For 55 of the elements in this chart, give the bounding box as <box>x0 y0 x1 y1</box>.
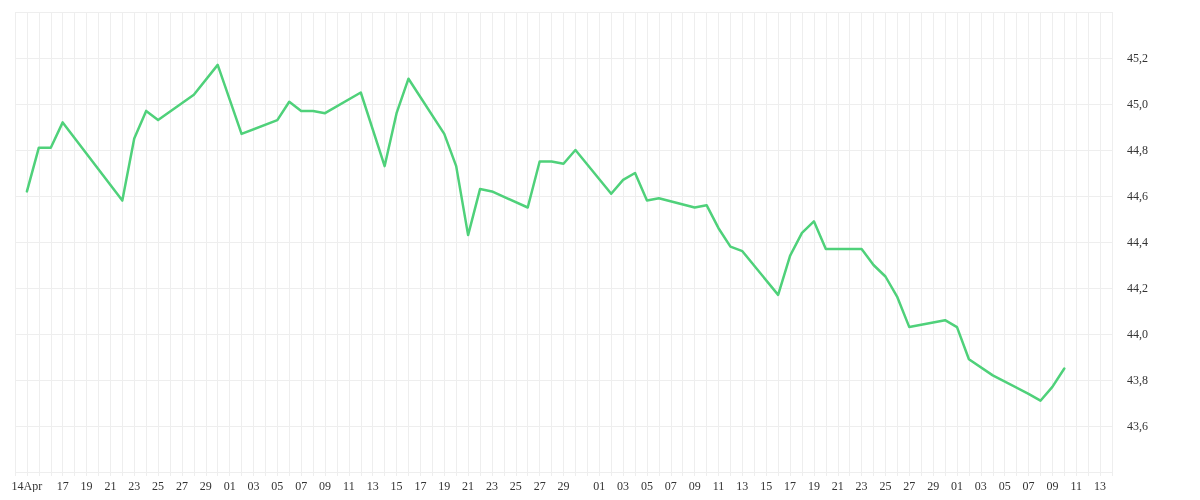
x-tick-label: 05 <box>998 479 1011 493</box>
x-tick-label: 13 <box>736 479 749 493</box>
x-tick-label: 19 <box>438 479 451 493</box>
y-tick-label: 43,6 <box>1127 419 1148 433</box>
x-tick-label: 25 <box>152 479 165 493</box>
x-tick-label: 09 <box>1046 479 1059 493</box>
y-tick-label: 44,4 <box>1127 235 1148 249</box>
x-tick-label: 25 <box>879 479 892 493</box>
x-tick-label: 03 <box>247 479 260 493</box>
x-tick-label: 29 <box>199 479 212 493</box>
x-tick-label: 23 <box>485 479 498 493</box>
x-tick-label: 17 <box>414 479 427 493</box>
x-tick-label: 07 <box>664 479 677 493</box>
x-tick-label: 27 <box>533 479 546 493</box>
x-tick-label: 01 <box>950 479 963 493</box>
x-tick-label: 25 <box>509 479 522 493</box>
x-tick-label: 13 <box>1094 479 1107 493</box>
x-tick-label: 29 <box>927 479 940 493</box>
x-tick-label: 03 <box>617 479 630 493</box>
x-tick-label: 11 <box>343 479 355 493</box>
x-tick-label: 27 <box>903 479 916 493</box>
x-tick-label: 13 <box>366 479 379 493</box>
x-tick-label: 03 <box>974 479 987 493</box>
x-tick-label: 27 <box>175 479 188 493</box>
x-tick-label: 21 <box>831 479 844 493</box>
x-tick-label: 23 <box>128 479 141 493</box>
x-tick-label: 19 <box>807 479 820 493</box>
x-tick-label: 29 <box>557 479 570 493</box>
x-tick-label: 11 <box>712 479 725 493</box>
y-tick-label: 44,8 <box>1127 143 1148 157</box>
x-tick-label: 07 <box>1022 479 1035 493</box>
x-tick-label: 14Apr <box>11 479 43 493</box>
y-tick-label: 44,2 <box>1127 281 1148 295</box>
x-tick-label: 21 <box>462 479 475 493</box>
y-tick-label: 44,6 <box>1127 189 1148 203</box>
y-tick-label: 44,0 <box>1127 327 1148 341</box>
x-tick-label: 15 <box>390 479 403 493</box>
y-tick-label: 45,2 <box>1127 51 1148 65</box>
x-tick-label: 19 <box>80 479 93 493</box>
x-tick-label: 11 <box>1070 479 1083 493</box>
x-tick-label: 01 <box>223 479 236 493</box>
line-series <box>25 63 1066 402</box>
x-tick-label: 09 <box>688 479 701 493</box>
y-tick-label: 45,0 <box>1127 97 1148 111</box>
x-tick-label: 05 <box>271 479 284 493</box>
x-tick-label: 01 <box>593 479 606 493</box>
x-tick-label: 09 <box>319 479 332 493</box>
x-tick-label: 05 <box>640 479 653 493</box>
x-tick-label: 17 <box>56 479 69 493</box>
x-tick-label: 17 <box>784 479 797 493</box>
y-tick-label: 43,8 <box>1127 373 1148 387</box>
x-tick-label: 21 <box>104 479 117 493</box>
x-tick-label: 15 <box>760 479 773 493</box>
x-tick-label: 07 <box>295 479 308 493</box>
x-tick-label: 23 <box>855 479 868 493</box>
